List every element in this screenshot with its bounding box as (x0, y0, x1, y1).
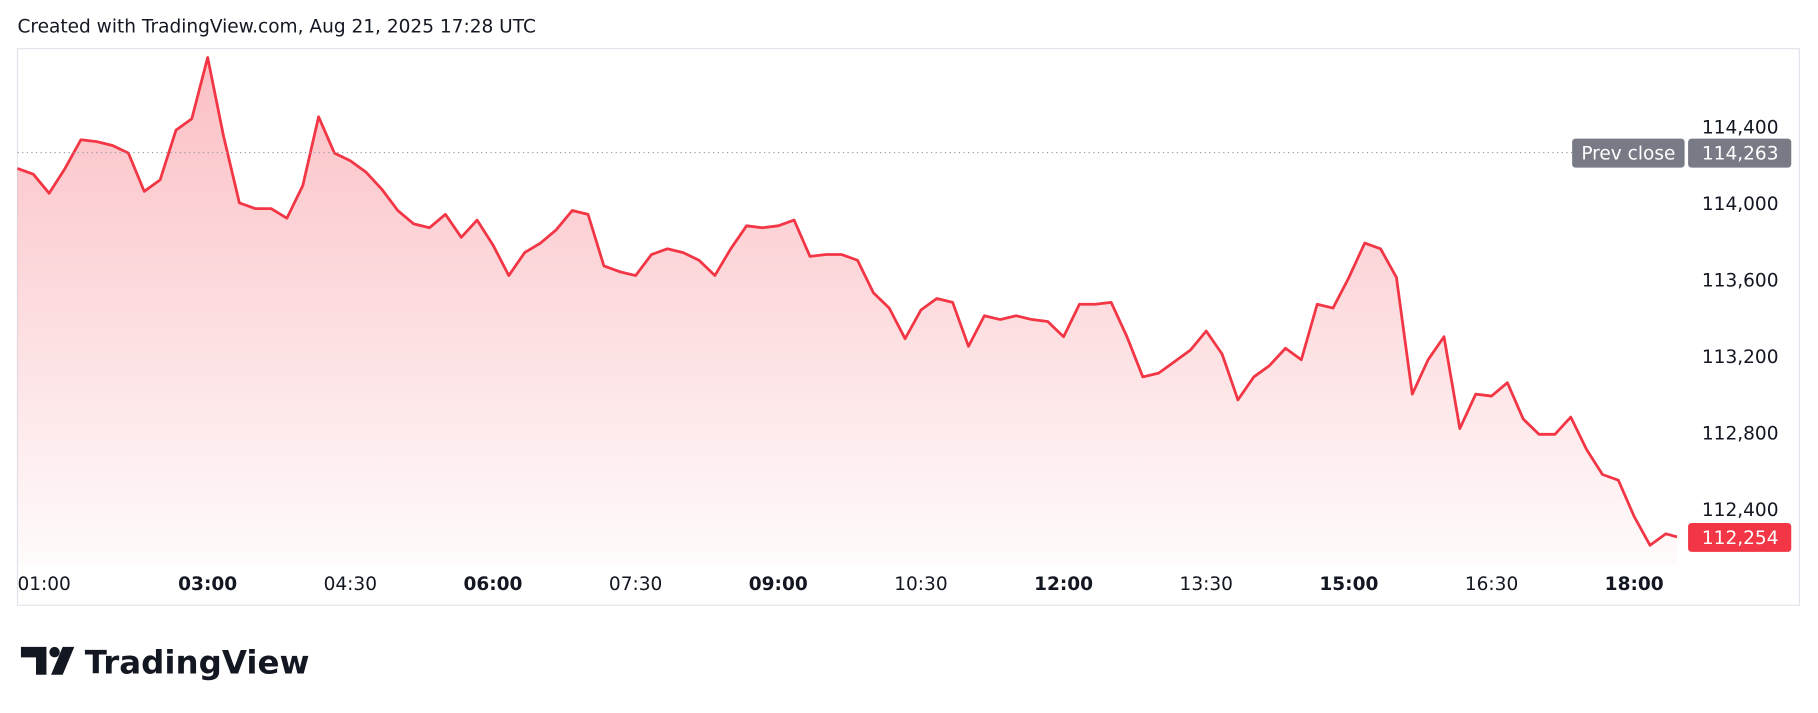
x-tick-label: 13:30 (1180, 574, 1233, 595)
x-tick-label: 09:00 (749, 574, 808, 595)
y-tick-label: 113,600 (1702, 270, 1779, 291)
prev-close-name: Prev close (1581, 144, 1675, 165)
plot: 112,400 112,800 113,200 113,600 114,000 114,4… (16, 56, 1792, 595)
y-tick-label: 113,200 (1702, 347, 1779, 368)
x-tick-label: 07:30 (609, 574, 662, 595)
caption: Created with TradingView.com, Aug 21, 20… (17, 16, 535, 37)
x-tick-label: 12:00 (1034, 574, 1093, 595)
y-tick-label: 114,000 (1702, 194, 1779, 215)
last-price-value: 112,254 (1702, 528, 1779, 549)
x-tick-label: 04:30 (324, 574, 377, 595)
area-fill (17, 57, 1677, 565)
brand-logo (20, 646, 75, 675)
y-tick-label: 112,400 (1702, 500, 1779, 521)
x-tick-label: 15:00 (1319, 574, 1378, 595)
prev-close-tag (1572, 138, 1685, 168)
x-tick-label: 01:00 (17, 574, 70, 595)
x-tick-label: 16:30 (1465, 574, 1518, 595)
x-tick-label: 10:30 (894, 574, 947, 595)
prev-close-value: 114,263 (1702, 144, 1779, 165)
y-tick-label: 112,800 (1702, 423, 1779, 444)
last-price-tag (1688, 522, 1792, 552)
x-tick-label: 03:00 (178, 574, 237, 595)
x-tick-label: 18:00 (1605, 574, 1664, 595)
prev-close-value-tag (1688, 138, 1792, 168)
price-line (16, 56, 1678, 547)
brand-name: TradingView (85, 644, 310, 682)
y-tick-label: 114,400 (1702, 117, 1779, 138)
x-tick-label: 06:00 (463, 574, 522, 595)
